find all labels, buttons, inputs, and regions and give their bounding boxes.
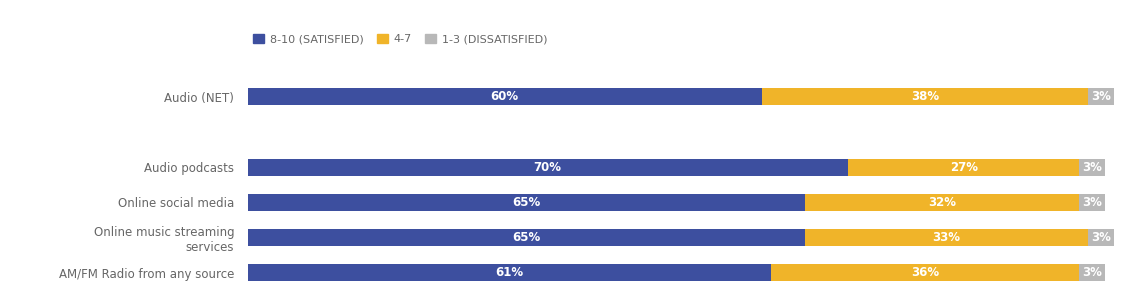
Bar (1088, 88, 1114, 105)
Bar (1080, 159, 1105, 176)
Bar (771, 264, 1080, 281)
Text: 65%: 65% (512, 196, 540, 209)
Text: 36%: 36% (911, 266, 939, 279)
Text: 3%: 3% (1091, 231, 1110, 244)
Text: 27%: 27% (950, 161, 978, 174)
Text: 3%: 3% (1082, 161, 1102, 174)
Bar (248, 264, 771, 281)
Bar (848, 159, 1080, 176)
Text: 60%: 60% (490, 90, 519, 103)
Text: 3%: 3% (1082, 196, 1102, 209)
Text: 3%: 3% (1082, 266, 1102, 279)
Bar (806, 229, 1088, 246)
Bar (1080, 264, 1105, 281)
Text: 61%: 61% (495, 266, 523, 279)
Bar (248, 229, 806, 246)
Text: 70%: 70% (533, 161, 561, 174)
Bar (248, 88, 762, 105)
Text: 65%: 65% (512, 231, 540, 244)
Text: 32%: 32% (928, 196, 956, 209)
Bar (248, 159, 848, 176)
Bar (1088, 229, 1114, 246)
Bar (1080, 194, 1105, 211)
Text: 33%: 33% (933, 231, 961, 244)
Bar (248, 194, 806, 211)
Text: 3%: 3% (1091, 90, 1110, 103)
Bar (806, 194, 1080, 211)
Text: 38%: 38% (911, 90, 939, 103)
Bar (762, 88, 1088, 105)
Legend: 8-10 (SATISFIED), 4-7, 1-3 (DISSATISFIED): 8-10 (SATISFIED), 4-7, 1-3 (DISSATISFIED… (253, 34, 547, 44)
